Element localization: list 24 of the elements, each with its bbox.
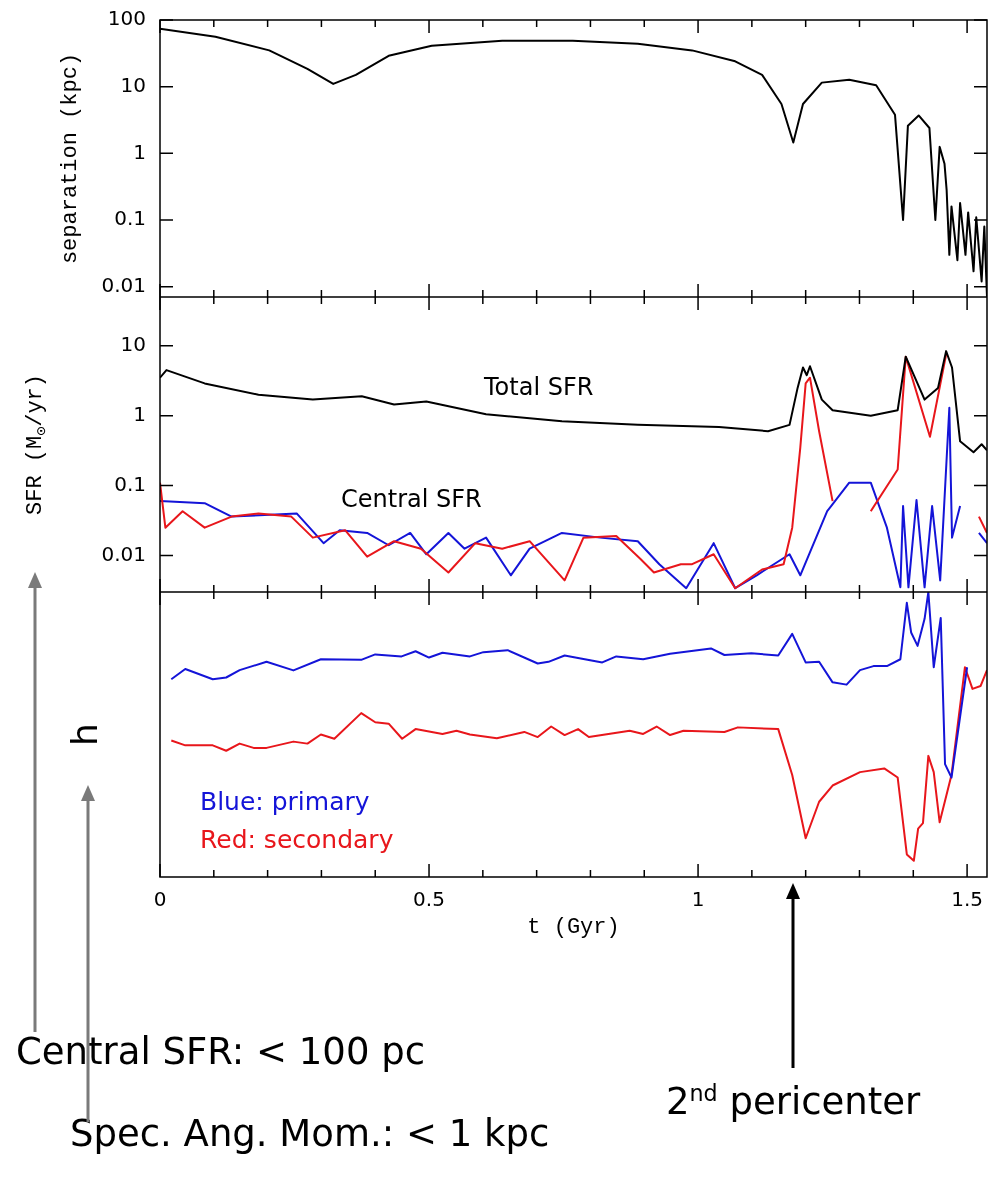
y-tick-label: 10: [120, 332, 146, 357]
text: Blue: primary: [200, 787, 370, 816]
x-tick-label: 0.5: [413, 887, 445, 912]
annotation: Total SFR: [484, 373, 594, 401]
text: 2$^{nd}$ pericenter: [666, 1080, 921, 1124]
x-tick-label: 1: [691, 887, 705, 912]
y-tick-label: 100: [107, 6, 146, 31]
y-tick-label: 1: [133, 139, 146, 164]
text: Central SFR: < 100 pc: [16, 1030, 426, 1073]
x-tick-label: 1.5: [951, 887, 983, 912]
annotation: Central SFR: [341, 485, 482, 513]
y-tick-label: 0.01: [101, 272, 146, 297]
y-axis-title: SFR (M⊙/yr): [22, 373, 51, 516]
text: Spec. Ang. Mom.: < 1 kpc: [70, 1112, 550, 1155]
y-tick-label: 0.1: [114, 471, 146, 496]
y-tick-label: 1: [133, 401, 146, 426]
y-tick-label: 0.01: [101, 541, 146, 566]
text: Red: secondary: [200, 825, 394, 854]
y-axis-title: separation (kpc): [57, 52, 83, 265]
x-tick-label: 0: [153, 887, 167, 912]
x-axis-title: t (Gyr): [527, 914, 620, 940]
y-tick-label: 0.1: [114, 206, 146, 231]
y-tick-label: 10: [120, 72, 146, 97]
y-axis-title: h: [64, 723, 106, 746]
